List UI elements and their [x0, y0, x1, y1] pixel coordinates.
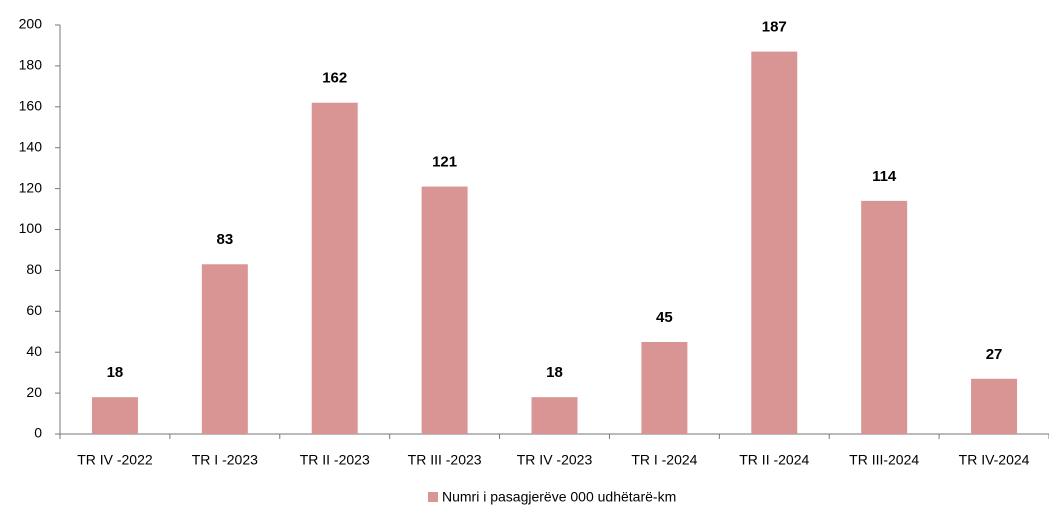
y-tick-label: 0 — [34, 425, 42, 441]
bar — [751, 51, 798, 435]
value-label: 121 — [432, 154, 457, 171]
bar — [421, 186, 468, 434]
x-tick-label: TR II -2024 — [739, 452, 809, 468]
x-tick-label: TR III-2024 — [849, 452, 919, 468]
value-label: 18 — [546, 364, 563, 381]
value-label: 187 — [762, 19, 787, 36]
x-tick-label: TR II -2023 — [300, 452, 370, 468]
bar — [641, 341, 688, 434]
bar — [971, 378, 1018, 434]
y-tick-label: 60 — [26, 302, 42, 318]
bar — [201, 264, 248, 434]
value-label: 162 — [322, 70, 347, 87]
x-tick-label: TR III -2023 — [408, 452, 482, 468]
y-tick-label: 180 — [19, 57, 43, 73]
legend-swatch — [428, 492, 438, 502]
value-label: 45 — [656, 309, 673, 326]
y-tick-label: 40 — [26, 343, 42, 359]
x-tick-label: TR I -2023 — [192, 452, 258, 468]
y-tick-label: 20 — [26, 384, 42, 400]
value-label: 83 — [216, 231, 233, 248]
bar — [311, 102, 358, 435]
bar — [531, 397, 578, 434]
y-tick-label: 80 — [26, 261, 42, 277]
x-tick-label: TR I -2024 — [631, 452, 697, 468]
x-tick-label: TR IV -2023 — [517, 452, 593, 468]
value-label: 27 — [986, 346, 1003, 363]
legend-label: Numri i pasagjerëve 000 udhëtarë-km — [442, 489, 676, 505]
bar — [861, 200, 908, 434]
y-tick-label: 140 — [19, 138, 43, 154]
value-label: 114 — [872, 168, 897, 185]
y-tick-label: 120 — [19, 179, 43, 195]
bar — [91, 397, 138, 434]
y-tick-label: 100 — [19, 220, 43, 236]
value-label: 18 — [107, 364, 124, 381]
x-tick-label: TR IV -2022 — [77, 452, 153, 468]
x-tick-label: TR IV-2024 — [959, 452, 1030, 468]
y-tick-label: 200 — [19, 16, 43, 32]
y-tick-label: 160 — [19, 98, 43, 114]
